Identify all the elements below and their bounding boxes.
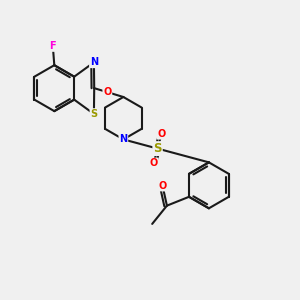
Text: S: S bbox=[153, 142, 162, 155]
Text: O: O bbox=[103, 87, 112, 97]
Text: N: N bbox=[90, 57, 98, 68]
Text: O: O bbox=[158, 129, 166, 139]
Text: O: O bbox=[158, 181, 166, 190]
Text: N: N bbox=[119, 134, 128, 144]
Text: F: F bbox=[50, 41, 56, 51]
Text: O: O bbox=[149, 158, 158, 168]
Text: S: S bbox=[90, 109, 98, 119]
